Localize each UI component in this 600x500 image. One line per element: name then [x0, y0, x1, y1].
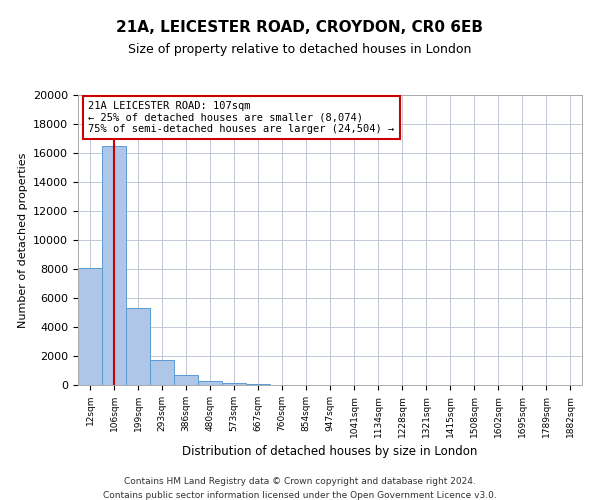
Bar: [174, 375, 198, 385]
Bar: [78, 268, 102, 385]
X-axis label: Distribution of detached houses by size in London: Distribution of detached houses by size …: [182, 445, 478, 458]
Y-axis label: Number of detached properties: Number of detached properties: [17, 152, 28, 328]
Text: 21A LEICESTER ROAD: 107sqm
← 25% of detached houses are smaller (8,074)
75% of s: 21A LEICESTER ROAD: 107sqm ← 25% of deta…: [88, 101, 394, 134]
Bar: [102, 146, 126, 385]
Bar: [150, 360, 174, 385]
Text: 21A, LEICESTER ROAD, CROYDON, CR0 6EB: 21A, LEICESTER ROAD, CROYDON, CR0 6EB: [116, 20, 484, 35]
Bar: [198, 380, 222, 385]
Text: Size of property relative to detached houses in London: Size of property relative to detached ho…: [128, 42, 472, 56]
Bar: [126, 308, 150, 385]
Bar: [222, 383, 246, 385]
Text: Contains HM Land Registry data © Crown copyright and database right 2024.: Contains HM Land Registry data © Crown c…: [124, 478, 476, 486]
Bar: [246, 384, 270, 385]
Text: Contains public sector information licensed under the Open Government Licence v3: Contains public sector information licen…: [103, 491, 497, 500]
